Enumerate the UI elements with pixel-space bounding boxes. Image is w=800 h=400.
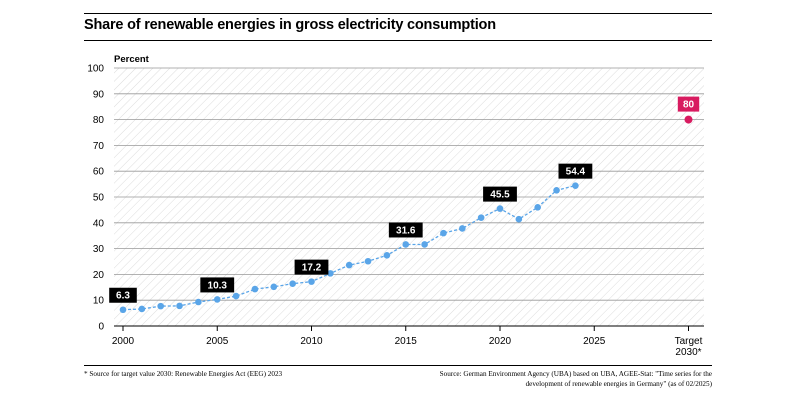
data-point: [402, 241, 410, 248]
x-tick-label: 2025: [583, 336, 606, 347]
data-point: [327, 270, 334, 277]
y-tick-label: 80: [93, 115, 105, 126]
data-point: [195, 298, 202, 306]
top-rule: [84, 13, 712, 14]
data-label: 45.5: [490, 190, 510, 201]
data-point: [176, 302, 183, 310]
data-point: [477, 214, 485, 221]
y-tick-label: 20: [93, 270, 105, 281]
source-line-1: Source: German Environment Agency (UBA) …: [439, 370, 712, 378]
footnote: * Source for target value 2030: Renewabl…: [84, 370, 283, 378]
data-label: 6.3: [116, 291, 130, 302]
data-label-box: [109, 287, 137, 303]
data-point: [440, 229, 447, 237]
data-point: [345, 261, 353, 269]
data-point: [383, 252, 391, 259]
y-axis-label: Percent: [114, 54, 150, 65]
data-point: [572, 182, 579, 189]
target-point: [684, 115, 693, 124]
x-tick-label: 2000: [112, 336, 135, 347]
data-label-box: [294, 259, 329, 275]
y-tick-label: 60: [93, 167, 105, 178]
title-rule: [84, 40, 712, 41]
data-point: [515, 215, 523, 223]
y-tick-label: 40: [93, 218, 105, 229]
target-label-box: [677, 96, 700, 112]
y-tick-label: 10: [93, 296, 105, 307]
data-point: [364, 257, 372, 265]
data-point: [138, 305, 146, 313]
data-point: [270, 283, 278, 291]
data-label: 31.6: [396, 225, 416, 236]
x-tick-label: 2020: [489, 336, 512, 347]
data-label-box: [388, 222, 423, 238]
target-label: 80: [683, 100, 695, 111]
data-point: [119, 306, 127, 314]
x-tick-label-target: 2030*: [675, 347, 701, 358]
x-tick-label: 2005: [206, 336, 229, 347]
data-point: [496, 205, 504, 212]
data-point: [308, 278, 315, 285]
data-point: [421, 241, 428, 248]
x-tick-label: 2015: [395, 336, 418, 347]
data-label-box: [200, 277, 235, 293]
data-label: 54.4: [566, 167, 586, 178]
y-tick-label: 100: [87, 64, 104, 75]
data-point: [459, 225, 466, 232]
y-tick-label: 90: [93, 89, 105, 100]
data-point: [213, 296, 221, 303]
y-tick-label: 70: [93, 141, 105, 152]
x-tick-label-target: Target: [675, 336, 703, 347]
x-tick-label: 2010: [300, 336, 323, 347]
y-tick-label: 50: [93, 193, 105, 204]
data-point: [157, 302, 164, 310]
data-point: [251, 285, 259, 293]
data-point: [553, 186, 560, 194]
chart-title: Share of renewable energies in gross ele…: [84, 17, 496, 33]
footer-rule: [84, 365, 712, 366]
data-label: 17.2: [302, 263, 322, 274]
y-tick-label: 0: [98, 322, 104, 333]
data-label-box: [558, 163, 593, 179]
data-label-box: [483, 186, 517, 202]
source-line-2: development of renewable energies in Ger…: [525, 379, 712, 388]
data-point: [289, 280, 296, 287]
data-point: [534, 204, 541, 211]
y-tick-label: 30: [93, 244, 105, 255]
source-note: Source: German Environment Agency (UBA) …: [412, 370, 712, 389]
data-point: [232, 292, 240, 300]
data-label: 10.3: [208, 280, 228, 291]
